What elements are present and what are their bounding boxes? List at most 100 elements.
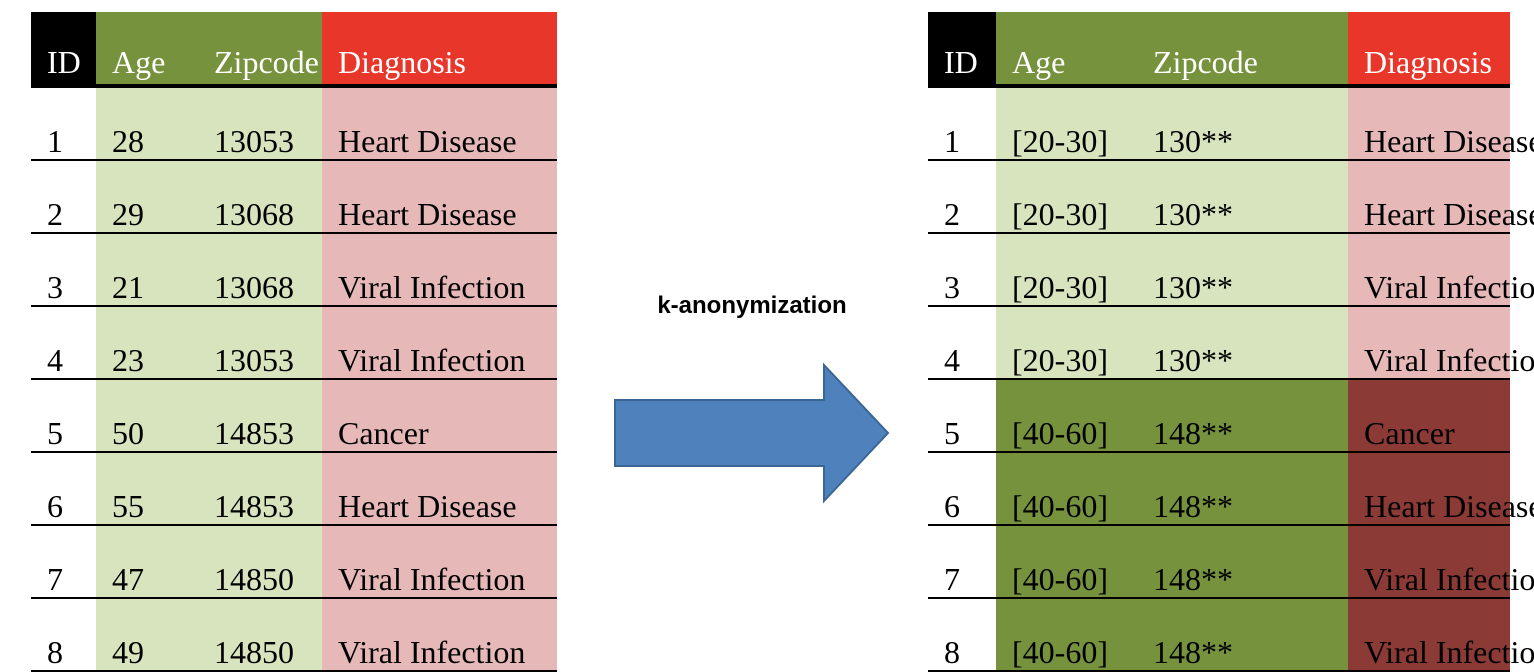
cell-diagnosis: Viral Infection bbox=[322, 599, 557, 670]
cell-age: 49 bbox=[96, 599, 198, 670]
table-row: 7 47 14850 Viral Infection bbox=[31, 524, 557, 597]
cell-diagnosis: Viral Infection bbox=[1348, 599, 1534, 670]
cell-zipcode: 130** bbox=[1137, 234, 1348, 305]
table-row: 3 21 13068 Viral Infection bbox=[31, 232, 557, 305]
cell-value: 21 bbox=[112, 269, 144, 305]
cell-zipcode: 13068 bbox=[198, 161, 322, 232]
cell-value: Viral Infection bbox=[338, 342, 526, 378]
right-arrow-icon bbox=[614, 362, 890, 504]
cell-id: 1 bbox=[31, 88, 96, 159]
cell-value: [40-60] bbox=[1012, 488, 1108, 524]
cell-value: 130** bbox=[1153, 123, 1233, 159]
cell-age: 50 bbox=[96, 380, 198, 451]
cell-diagnosis: Heart Disease bbox=[1348, 88, 1534, 159]
cell-value: 1 bbox=[944, 123, 960, 159]
cell-value: 7 bbox=[944, 561, 960, 597]
cell-diagnosis: Heart Disease bbox=[322, 88, 557, 159]
cell-value: Viral Infection bbox=[338, 269, 526, 305]
cell-value: [40-60] bbox=[1012, 634, 1108, 670]
cell-zipcode: 148** bbox=[1137, 453, 1348, 524]
cell-zipcode: 130** bbox=[1137, 161, 1348, 232]
cell-value: 14853 bbox=[214, 415, 294, 451]
cell-value: 148** bbox=[1153, 488, 1233, 524]
cell-value: 5 bbox=[47, 415, 63, 451]
cell-id: 7 bbox=[31, 526, 96, 597]
header-label: ID bbox=[47, 44, 81, 80]
cell-value: 29 bbox=[112, 196, 144, 232]
cell-id: 4 bbox=[31, 307, 96, 378]
table-row: 3 [20-30] 130** Viral Infection bbox=[928, 232, 1534, 305]
table-row: 2 [20-30] 130** Heart Disease bbox=[928, 159, 1534, 232]
cell-value: 6 bbox=[47, 488, 63, 524]
cell-zipcode: 148** bbox=[1137, 526, 1348, 597]
cell-id: 5 bbox=[928, 380, 996, 451]
cell-age: [40-60] bbox=[996, 380, 1137, 451]
cell-age: [20-30] bbox=[996, 161, 1137, 232]
cell-zipcode: 14850 bbox=[198, 599, 322, 670]
cell-value: 1 bbox=[47, 123, 63, 159]
cell-value: 14853 bbox=[214, 488, 294, 524]
cell-id: 8 bbox=[31, 599, 96, 670]
cell-value: Viral Infection bbox=[338, 634, 526, 670]
cell-value: 4 bbox=[47, 342, 63, 378]
cell-value: 6 bbox=[944, 488, 960, 524]
cell-value: Viral Infection bbox=[1364, 269, 1534, 305]
cell-diagnosis: Cancer bbox=[1348, 380, 1510, 451]
cell-value: 130** bbox=[1153, 342, 1233, 378]
cell-value: 3 bbox=[47, 269, 63, 305]
header-cell-id: ID bbox=[928, 12, 996, 84]
table-row: 8 49 14850 Viral Infection bbox=[31, 597, 557, 670]
cell-age: 47 bbox=[96, 526, 198, 597]
cell-value: 2 bbox=[47, 196, 63, 232]
cell-value: [20-30] bbox=[1012, 269, 1108, 305]
cell-zipcode: 148** bbox=[1137, 599, 1348, 670]
header-cell-zipcode: Zipcode bbox=[198, 12, 322, 84]
original-table: ID Age Zipcode Diagnosis 1 28 13053 Heart Disea… bbox=[31, 12, 557, 672]
cell-value: Cancer bbox=[338, 415, 429, 451]
cell-zipcode: 13068 bbox=[198, 234, 322, 305]
cell-value: [40-60] bbox=[1012, 415, 1108, 451]
table-row: 5 50 14853 Cancer bbox=[31, 378, 557, 451]
cell-id: 5 bbox=[31, 380, 96, 451]
cell-diagnosis: Viral Infection bbox=[1348, 234, 1534, 305]
cell-value: Heart Disease bbox=[338, 488, 517, 524]
cell-age: 29 bbox=[96, 161, 198, 232]
cell-value: [20-30] bbox=[1012, 342, 1108, 378]
cell-age: [40-60] bbox=[996, 453, 1137, 524]
cell-value: 130** bbox=[1153, 196, 1233, 232]
cell-age: [40-60] bbox=[996, 526, 1137, 597]
header-label: Diagnosis bbox=[1364, 44, 1492, 80]
header-label: Zipcode bbox=[214, 44, 319, 80]
cell-id: 4 bbox=[928, 307, 996, 378]
header-cell-id: ID bbox=[31, 12, 96, 84]
table-header-row: ID Age Zipcode Diagnosis bbox=[928, 12, 1510, 86]
cell-value: 47 bbox=[112, 561, 144, 597]
cell-value: 5 bbox=[944, 415, 960, 451]
cell-diagnosis: Cancer bbox=[322, 380, 557, 451]
table-row: 1 28 13053 Heart Disease bbox=[31, 86, 557, 159]
cell-value: Cancer bbox=[1364, 415, 1455, 451]
cell-value: [20-30] bbox=[1012, 196, 1108, 232]
cell-zipcode: 14853 bbox=[198, 380, 322, 451]
cell-id: 6 bbox=[928, 453, 996, 524]
cell-id: 7 bbox=[928, 526, 996, 597]
cell-value: 8 bbox=[47, 634, 63, 670]
cell-diagnosis: Viral Infection bbox=[1348, 307, 1534, 378]
cell-zipcode: 13053 bbox=[198, 88, 322, 159]
cell-zipcode: 130** bbox=[1137, 307, 1348, 378]
header-label: Age bbox=[112, 44, 166, 80]
cell-age: [40-60] bbox=[996, 599, 1137, 670]
cell-diagnosis: Viral Infection bbox=[322, 526, 557, 597]
cell-value: 49 bbox=[112, 634, 144, 670]
cell-age: [20-30] bbox=[996, 88, 1137, 159]
table-row: 5 [40-60] 148** Cancer bbox=[928, 378, 1510, 451]
header-label: ID bbox=[944, 44, 978, 80]
header-cell-age: Age bbox=[996, 12, 1137, 84]
header-label: Age bbox=[1012, 44, 1066, 80]
cell-diagnosis: Heart Disease bbox=[322, 453, 557, 524]
header-cell-diagnosis: Diagnosis bbox=[322, 12, 557, 84]
cell-value: 148** bbox=[1153, 561, 1233, 597]
cell-value: Viral Infection bbox=[1364, 342, 1534, 378]
cell-id: 2 bbox=[31, 161, 96, 232]
cell-value: 13053 bbox=[214, 342, 294, 378]
